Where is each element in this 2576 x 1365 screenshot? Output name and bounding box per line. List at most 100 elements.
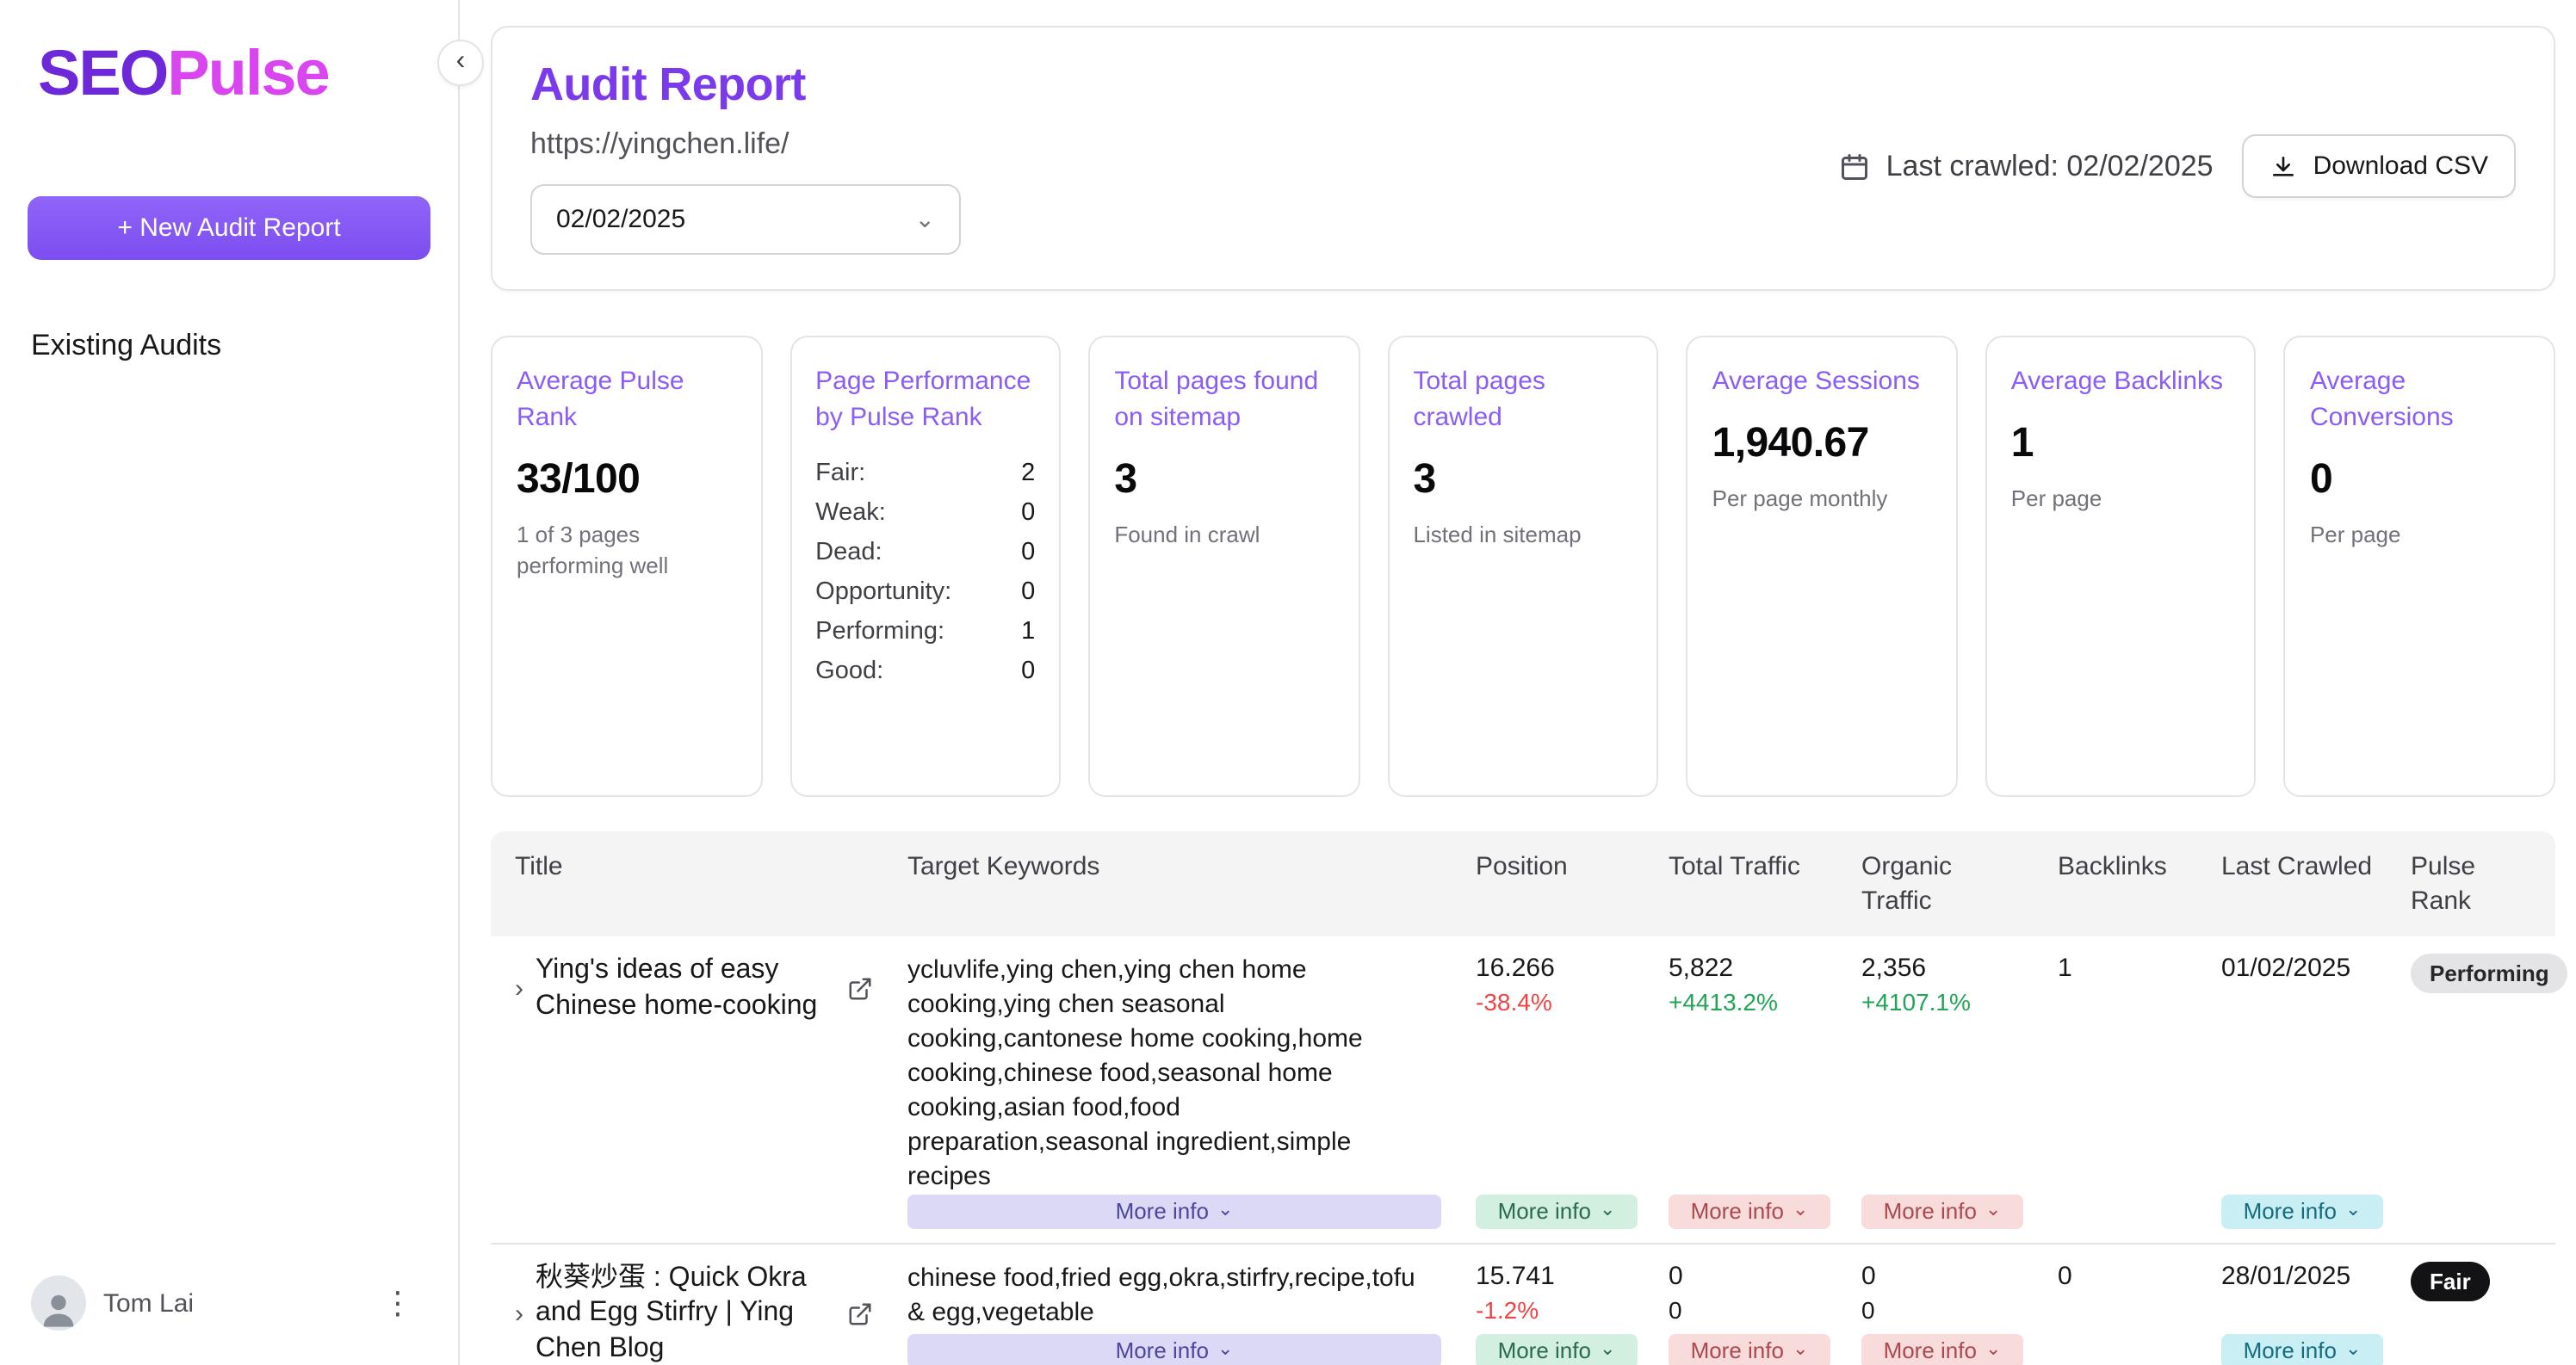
chevron-down-icon: ⌄ [2345, 1342, 2361, 1361]
keywords-more-info-button[interactable]: More info⌄ [907, 1334, 1441, 1365]
perf-label: Good: [815, 657, 883, 684]
app-window: SEOPulse + New Audit Report Existing Aud… [0, 0, 2576, 1365]
person-silhouette-icon [36, 1286, 81, 1331]
sidebar: SEOPulse + New Audit Report Existing Aud… [0, 0, 460, 1365]
perf-label: Performing: [815, 617, 944, 645]
perf-value: 0 [1021, 657, 1035, 684]
main-content: Audit Report https://yingchen.life/ 02/0… [460, 0, 2576, 1365]
perf-label: Weak: [815, 498, 886, 526]
page-title-text: 秋葵炒蛋 : Quick Okra and Egg Stirfry | Ying… [536, 1261, 835, 1365]
stat-card-average-sessions: Average Sessions 1,940.67 Per page month… [1687, 336, 1958, 797]
stat-title: Page Performance by Pulse Rank [815, 363, 1035, 435]
stat-card-average-conversions: Average Conversions 0 Per page [2284, 336, 2555, 797]
user-menu-kebab-icon[interactable]: ⋮ [368, 1288, 427, 1319]
expand-row-icon[interactable]: › [515, 1300, 523, 1330]
calendar-icon [1840, 151, 1871, 182]
organic-traffic-more-info-button[interactable]: More info⌄ [1861, 1334, 2023, 1365]
perf-value: 0 [1021, 498, 1035, 526]
last-crawled-cell: 28/01/2025 More info⌄ [2208, 1244, 2397, 1365]
perf-row-performing: Performing:1 [815, 611, 1035, 651]
pulse-rank-cell: Performing [2397, 936, 2555, 1242]
chevron-down-icon: ⌄ [915, 205, 935, 234]
title-cell: › Ying's ideas of easy Chinese home-cook… [491, 936, 894, 1242]
position-change: -38.4% [1476, 988, 1634, 1016]
backlinks-cell: 1 [2044, 936, 2208, 1242]
table-row: › 秋葵炒蛋 : Quick Okra and Egg Stirfry | Yi… [491, 1244, 2555, 1365]
stat-title: Average Pulse Rank [517, 363, 736, 435]
avatar[interactable] [31, 1275, 86, 1331]
total-traffic-cell: 0 0 More info⌄ [1655, 1244, 1848, 1365]
position-more-info-button[interactable]: More info ⌄ [1476, 1334, 1638, 1365]
col-header-total-traffic: Total Traffic [1655, 831, 1848, 936]
col-header-backlinks: Backlinks [2044, 831, 2208, 936]
backlinks-cell: 0 [2044, 1244, 2208, 1365]
perf-value: 0 [1021, 538, 1035, 565]
position-cell: 15.741 -1.2% More info⌄ [1462, 1244, 1655, 1365]
stat-value: 1,940.67 [1712, 420, 1932, 468]
keywords-text: chinese food,fried egg,okra,stirfry,reci… [907, 1261, 1441, 1330]
download-icon [2270, 152, 2298, 180]
header-actions: Last crawled: 02/02/2025 Download CSV [1840, 134, 2516, 198]
stat-subtitle: Found in crawl [1114, 520, 1334, 551]
keywords-cell: ycluvlife,ying chen,ying chen home cooki… [894, 936, 1462, 1242]
stat-title: Average Conversions [2310, 363, 2530, 435]
keywords-text: ycluvlife,ying chen,ying chen home cooki… [907, 954, 1441, 1194]
chevron-down-icon: ⌄ [1985, 1201, 2001, 1220]
expand-row-icon[interactable]: › [515, 975, 523, 1004]
app-logo: SEOPulse [38, 38, 430, 110]
perf-value: 0 [1021, 578, 1035, 605]
more-info-label: More info [1116, 1198, 1209, 1224]
total-traffic-more-info-button[interactable]: More info⌄ [1669, 1194, 1830, 1228]
keywords-cell: chinese food,fried egg,okra,stirfry,reci… [894, 1244, 1462, 1365]
perf-label: Fair: [815, 459, 865, 486]
pulse-rank-badge: Fair [2411, 1261, 2490, 1300]
last-crawled-more-info-button[interactable]: More info ⌄ [2221, 1334, 2383, 1365]
stat-card-pages-crawled: Total pages crawled 3 Listed in sitemap [1387, 336, 1658, 797]
stat-value: 33/100 [517, 456, 736, 504]
chevron-down-icon: ⌄ [1217, 1342, 1233, 1361]
chevron-down-icon: ⌄ [1793, 1201, 1808, 1220]
perf-value: 2 [1021, 459, 1035, 486]
perf-row-dead: Dead:0 [815, 532, 1035, 571]
more-info-label: More info [2244, 1338, 2337, 1364]
more-info-label: More info [1884, 1338, 1977, 1364]
col-header-position: Position [1462, 831, 1655, 936]
download-csv-button[interactable]: Download CSV [2243, 134, 2516, 198]
stat-value: 0 [2310, 456, 2530, 504]
total-traffic-change: 0 [1669, 1295, 1827, 1323]
audit-date-select[interactable]: 02/02/2025 ⌄ [530, 184, 961, 255]
position-cell: 16.266 -38.4% More info⌄ [1462, 936, 1655, 1242]
last-crawled-more-info-button[interactable]: More info⌄ [2221, 1194, 2383, 1228]
organic-traffic-change: +4107.1% [1861, 988, 2023, 1016]
total-traffic-more-info-button[interactable]: More info ⌄ [1669, 1334, 1830, 1365]
external-link-icon[interactable] [847, 1302, 873, 1328]
stat-card-pages-on-sitemap: Total pages found on sitemap 3 Found in … [1088, 336, 1359, 797]
chevron-down-icon: ⌄ [1600, 1342, 1615, 1361]
more-info-label: More info [1691, 1338, 1784, 1364]
title-cell: › 秋葵炒蛋 : Quick Okra and Egg Stirfry | Yi… [491, 1244, 894, 1365]
pulse-rank-cell: Fair [2397, 1244, 2555, 1365]
perf-row-weak: Weak: 0 [815, 492, 1035, 532]
pulse-rank-badge: Performing [2411, 954, 2568, 993]
external-link-icon[interactable] [847, 977, 873, 1003]
organic-traffic-cell: 0 0 More info⌄ [1848, 1244, 2044, 1365]
organic-traffic-cell: 2,356 +4107.1% More info⌄ [1848, 936, 2044, 1242]
sidebar-collapse-button[interactable]: ‹ [437, 40, 484, 86]
organic-traffic-more-info-button[interactable]: More info⌄ [1861, 1194, 2023, 1228]
chevron-down-icon: ⌄ [1793, 1342, 1808, 1361]
col-header-organic-traffic: Organic Traffic [1848, 831, 2044, 936]
page-title-text: Ying's ideas of easy Chinese home-cookin… [536, 954, 835, 1025]
download-csv-label: Download CSV [2313, 151, 2488, 181]
logo-pulse-text: Pulse [167, 38, 328, 108]
col-header-pulse-rank: Pulse Rank [2397, 831, 2555, 936]
perf-label: Opportunity: [815, 578, 951, 605]
new-audit-report-button[interactable]: + New Audit Report [28, 196, 430, 260]
chevron-down-icon: ⌄ [1600, 1201, 1615, 1220]
last-crawled-text: Last crawled: 02/02/2025 [1886, 149, 2214, 183]
stat-value: 3 [1114, 456, 1334, 504]
keywords-more-info-button[interactable]: More info⌄ [907, 1194, 1441, 1228]
user-name: Tom Lai [103, 1288, 194, 1318]
backlinks-value: 1 [2058, 954, 2187, 983]
more-info-label: More info [1498, 1338, 1591, 1364]
position-more-info-button[interactable]: More info⌄ [1476, 1194, 1638, 1228]
